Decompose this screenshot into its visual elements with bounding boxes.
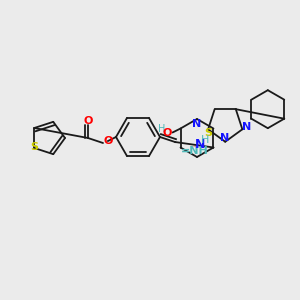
Text: H: H [201,135,209,145]
Text: =NH: =NH [181,146,209,156]
Text: O: O [103,136,113,146]
Text: N: N [220,133,229,143]
Text: O: O [163,128,172,137]
Text: S: S [30,142,38,152]
Text: N: N [192,119,202,129]
Text: N: N [242,122,251,132]
Text: O: O [83,116,93,126]
Text: N: N [195,139,205,152]
Text: S: S [204,128,212,138]
Text: H: H [158,124,166,134]
Text: imino: imino [193,146,197,147]
